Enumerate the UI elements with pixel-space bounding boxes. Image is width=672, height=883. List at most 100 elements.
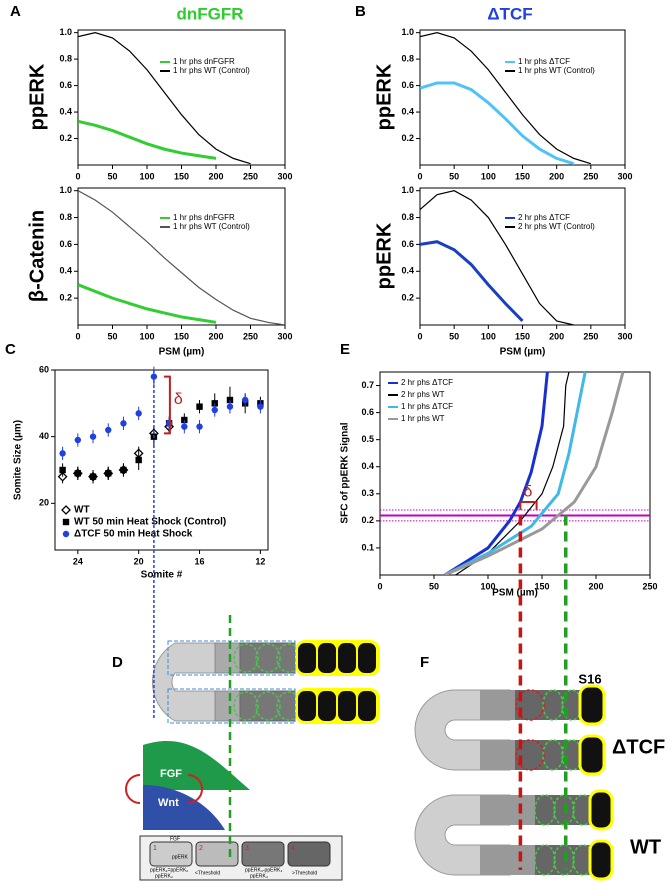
cell-number: 1	[153, 845, 157, 852]
condition-label: WT	[630, 836, 661, 858]
y-tick-label: 40	[39, 431, 49, 441]
panel-label: D	[112, 654, 123, 671]
cell	[287, 841, 331, 867]
plot-frame	[77, 187, 286, 326]
y-tick-label: 0.4	[361, 461, 374, 471]
x-tick-label: 150	[515, 331, 530, 341]
y-tick-label: 0.8	[401, 53, 414, 63]
x-tick-label: 300	[617, 331, 632, 341]
y-tick-label: 0.4	[401, 266, 414, 276]
panel-label: F	[420, 654, 429, 671]
tail-bud	[152, 642, 216, 722]
plot-frame	[77, 29, 286, 166]
x-tick-label: 50	[107, 171, 117, 181]
bracket	[519, 501, 538, 511]
cell	[149, 841, 193, 867]
x-tick-label: 0	[377, 581, 382, 591]
line-series	[78, 119, 217, 160]
legend-label: 2 hr phs ΔTCF	[401, 378, 453, 387]
x-tick-label: 100	[480, 581, 495, 591]
legend-label: 1 hr phs WT (Control)	[518, 66, 595, 75]
inset-text: ppERK₂	[155, 873, 173, 879]
x-tick-label: 100	[139, 171, 154, 181]
y-tick-label: 0.8	[59, 212, 72, 222]
x-tick-label: 50	[449, 171, 459, 181]
y-axis-label: Somite Size (µm)	[13, 420, 24, 500]
y-tick-label: 0.6	[401, 80, 414, 90]
chart-title: ΔTCF	[487, 4, 532, 23]
x-tick-label: 250	[642, 581, 657, 591]
legend-label: 1 hr phs dnFGFR	[173, 57, 235, 66]
somites	[298, 643, 376, 721]
feedback-arrow	[125, 774, 141, 804]
line-series	[78, 283, 217, 324]
y-tick-label: 1.0	[59, 185, 72, 195]
panel-label: A	[10, 3, 21, 20]
y-tick-label: 0.2	[361, 515, 374, 525]
psm	[239, 642, 296, 674]
panel-label: B	[355, 3, 366, 20]
y-axis-label: SFC of ppERK Signal	[340, 422, 351, 523]
line-series	[444, 371, 587, 575]
x-tick-label: 200	[588, 581, 603, 591]
point	[120, 466, 127, 474]
y-tick-label: 0.8	[59, 53, 72, 63]
inset-text: ppERK₃-ppERK₄	[245, 867, 282, 873]
x-tick-label: 250	[243, 331, 258, 341]
fgf-gradient	[143, 741, 250, 790]
plot-frame	[419, 187, 626, 326]
legend-label: 2 hr phs WT	[401, 390, 445, 399]
x-tick-label: 200	[549, 331, 564, 341]
y-tick-label: 0.6	[361, 407, 374, 417]
y-tick-label: 0.2	[401, 133, 414, 143]
inset-text: ppERK₄	[250, 873, 268, 879]
legend-label: 1 hr phs WT (Control)	[173, 66, 250, 75]
point	[59, 466, 66, 474]
x-tick-label: 200	[208, 331, 223, 341]
point	[59, 450, 66, 457]
x-tick-label: 150	[174, 171, 189, 181]
chart: ppERK PSM (µm) 0 50 100 150 200 250 300 0.2 0.4 0.6…	[373, 185, 632, 358]
y-tick-label: 0.4	[59, 266, 72, 276]
point	[89, 433, 97, 440]
point	[135, 410, 142, 417]
psm	[214, 690, 241, 722]
y-tick-label: 0.3	[361, 488, 374, 498]
legend-label: 2 hr phs ΔTCF	[518, 213, 570, 222]
legend-label: WT 50 min Heat Shock (Control)	[74, 517, 226, 528]
inset-text: >Threshold	[292, 870, 317, 876]
x-tick-label: 150	[515, 171, 530, 181]
point	[211, 406, 218, 414]
diagram-d: D FGF Wnt 1 2 3 4	[112, 615, 380, 881]
condition-label: ΔTCF	[612, 736, 665, 758]
line-series	[444, 371, 625, 575]
y-tick-label: 0.6	[401, 239, 414, 249]
line-series	[420, 240, 524, 323]
wnt-gradient	[143, 785, 225, 830]
y-tick-label: 0.2	[59, 293, 72, 303]
chart: E SFC of ppERK Signal PSM (µm) 0 50 100 150 200…	[340, 341, 658, 870]
annotation: δ	[524, 483, 533, 500]
x-tick-label: 20	[134, 556, 144, 566]
x-tick-label: 300	[277, 171, 292, 181]
x-tick-label: 300	[617, 171, 632, 181]
y-tick-label: 0.4	[401, 106, 414, 116]
feedback-arrow	[187, 774, 203, 804]
psm	[480, 795, 535, 825]
somite	[588, 839, 614, 881]
x-tick-label: 12	[255, 556, 265, 566]
y-axis-label: β-Catenin	[26, 210, 48, 302]
x-axis-label: PSM (µm)	[492, 588, 538, 599]
point	[211, 400, 218, 407]
x-tick-label: 0	[417, 171, 422, 181]
legend-label: ΔTCF 50 min Heat Shock	[74, 529, 193, 540]
y-tick-label: 0.4	[59, 106, 72, 116]
point	[196, 423, 203, 430]
line-series	[78, 190, 285, 325]
legend-label: 2 hr phs WT (Control)	[518, 222, 595, 231]
line-series	[420, 32, 592, 165]
line-series	[78, 32, 251, 165]
line-series	[420, 81, 575, 165]
psm	[214, 642, 241, 674]
